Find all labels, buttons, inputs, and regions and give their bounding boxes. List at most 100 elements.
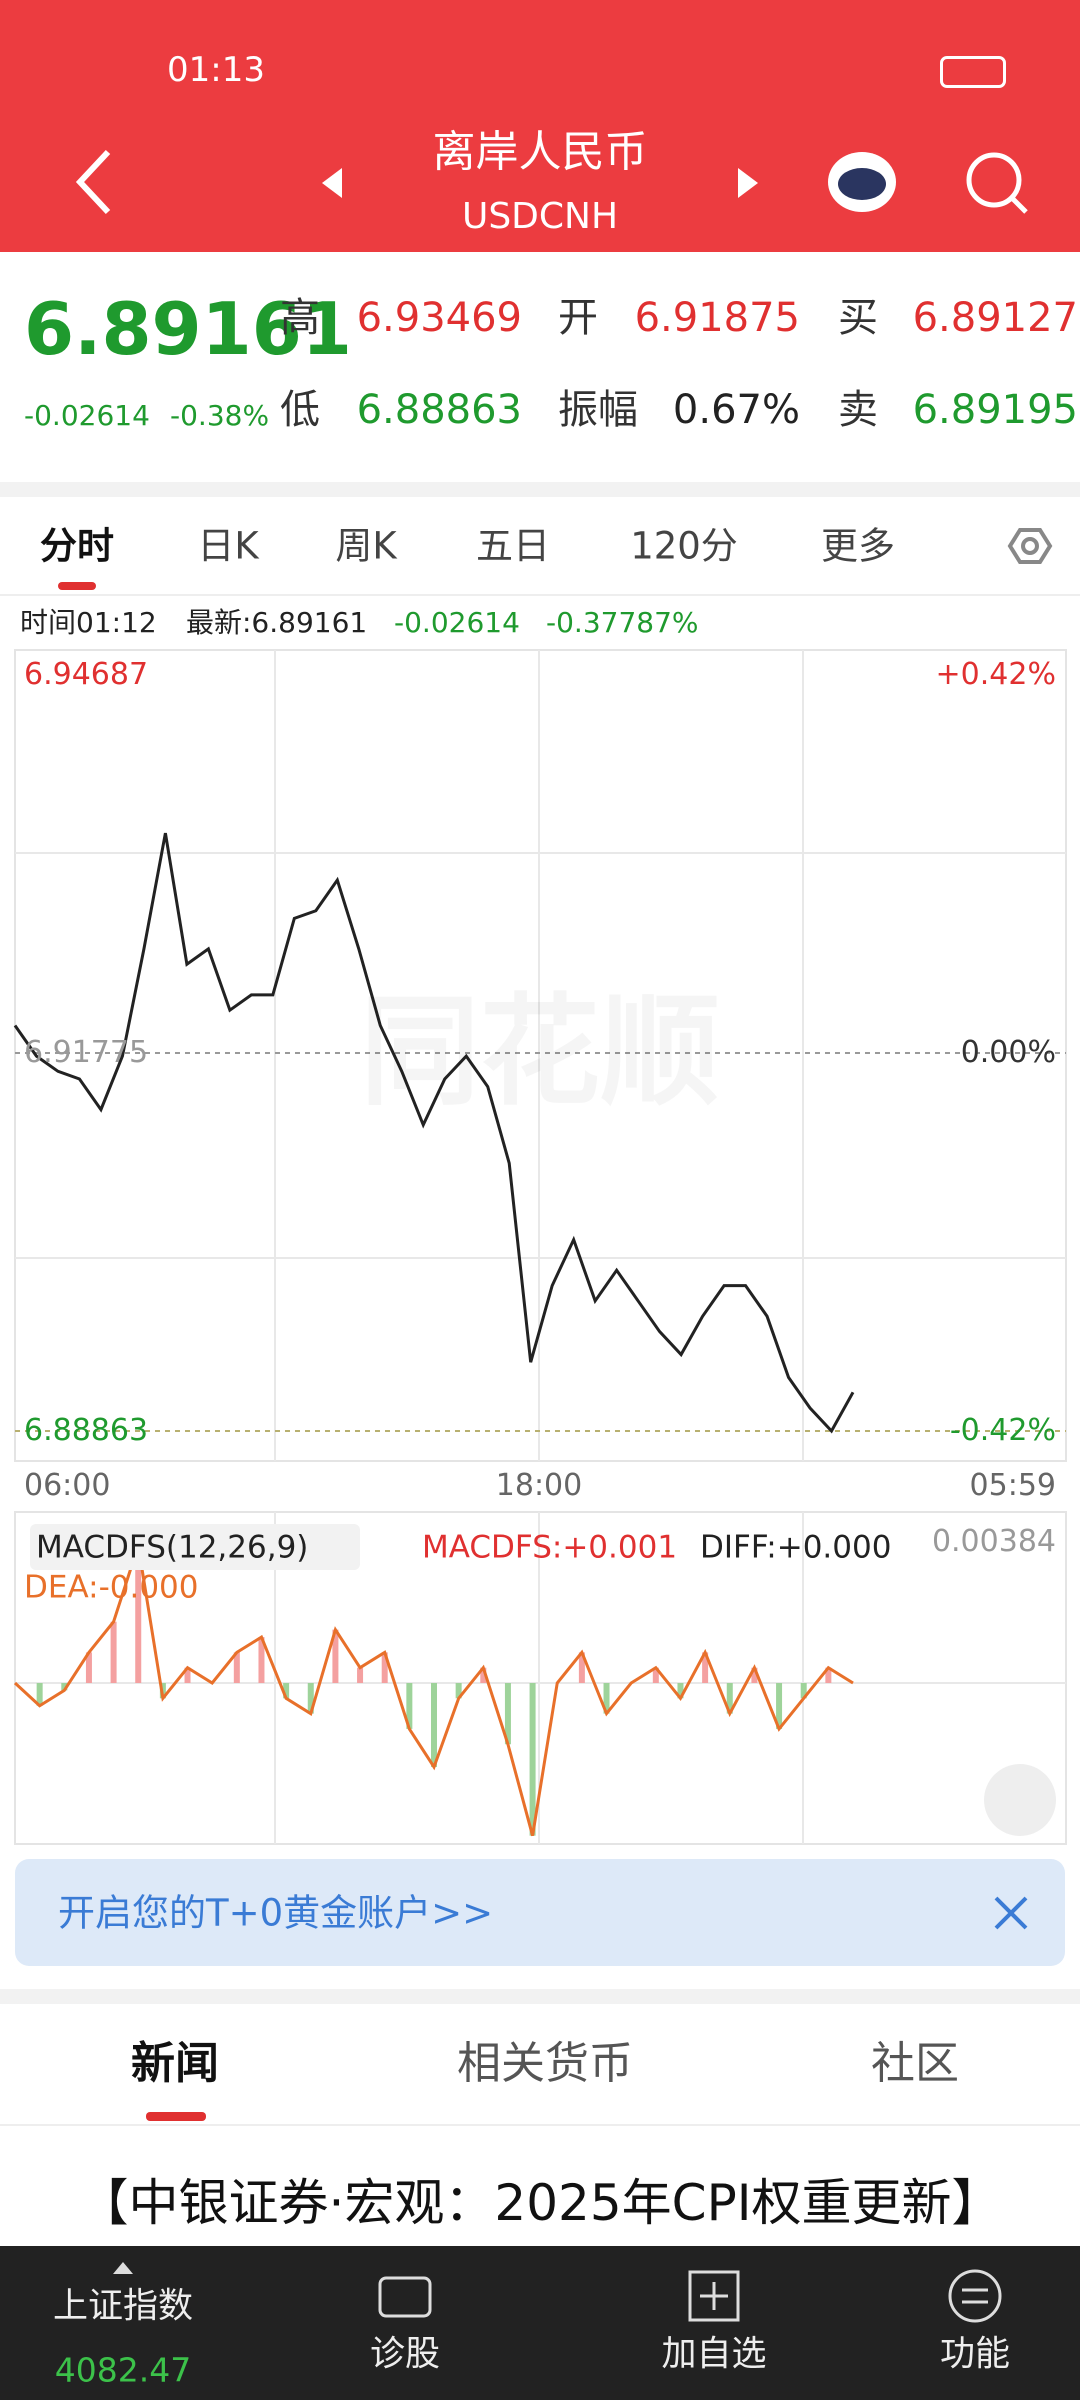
macd-bar <box>357 1667 364 1683</box>
macd-bar <box>800 1683 807 1699</box>
macd-bar <box>776 1683 783 1729</box>
robot-face <box>838 168 886 200</box>
banner-text: 开启您的T+0黄金账户>> <box>58 1891 494 1935</box>
news-border <box>0 2124 1080 2126</box>
macd-bar <box>578 1652 585 1683</box>
index-name[interactable]: 上证指数 <box>52 2286 194 2327</box>
macd-bar <box>431 1683 437 1767</box>
macd-bar <box>603 1683 610 1714</box>
price-frame <box>14 649 1067 1462</box>
tab-underline <box>58 582 96 590</box>
tab[interactable]: 五日 <box>476 524 550 568</box>
nav-item[interactable]: 诊股 <box>369 2334 441 2375</box>
news-tab[interactable]: 新闻 <box>131 2038 219 2089</box>
banner-close[interactable] <box>0 0 1080 2000</box>
change-pct: -0.38% <box>170 399 270 432</box>
prev-button[interactable] <box>322 168 342 198</box>
separator <box>0 1989 1080 2004</box>
macd-bar <box>110 1621 117 1683</box>
price-line <box>13 832 855 1434</box>
macd-bar <box>504 1683 511 1745</box>
right-label: +0.42% <box>935 657 1056 692</box>
field-value: 6.89195 <box>912 387 1078 433</box>
macd-diff: DIFF:+0.000 <box>700 1529 892 1566</box>
field-label: 卖 <box>838 387 878 433</box>
info-time: 时间01:12 <box>20 606 157 639</box>
tab[interactable]: 周K <box>335 524 397 568</box>
news-tab[interactable]: 社区 <box>871 2038 959 2089</box>
index-value: 4082.47 <box>54 2350 192 2390</box>
macd-bar <box>85 1652 92 1683</box>
macd-line <box>13 1545 854 1837</box>
field-label: 高 <box>280 295 320 341</box>
macd-bar <box>258 1637 265 1683</box>
header-code: USDCNH <box>461 196 619 237</box>
macd-bar <box>135 1545 142 1683</box>
headline[interactable]: 【中银证券·宏观：2025年CPI权重更新】 <box>78 2174 1002 2232</box>
field-value: 6.93469 <box>356 295 522 341</box>
banner[interactable] <box>15 1859 1065 1966</box>
field-value: 0.67% <box>672 387 800 433</box>
macd-bar <box>406 1683 413 1729</box>
macd-bar <box>702 1652 709 1683</box>
macd-bar <box>61 1683 68 1691</box>
indicator-select[interactable] <box>30 1524 360 1570</box>
back-button[interactable] <box>75 149 111 215</box>
macd-bar <box>751 1667 758 1683</box>
header-bar <box>0 0 1080 252</box>
bottom-nav <box>0 2246 1080 2400</box>
news-underline <box>146 2112 206 2121</box>
field-label: 买 <box>838 295 878 341</box>
next-button[interactable] <box>738 168 758 198</box>
header-icons <box>75 149 1028 215</box>
macd-bar <box>480 1667 487 1683</box>
field-value: 6.89127 <box>912 295 1078 341</box>
macd-top-label: 0.00384 <box>931 1524 1056 1559</box>
macd-bar <box>233 1652 240 1683</box>
field-value: 6.91875 <box>634 295 800 341</box>
nav-item[interactable]: 功能 <box>939 2334 1011 2375</box>
news-tab[interactable]: 相关货币 <box>457 2038 633 2089</box>
macd-bar <box>332 1629 339 1683</box>
price-grid <box>15 650 1066 1461</box>
right-label: 0.00% <box>960 1035 1056 1070</box>
macd-bar <box>825 1667 832 1683</box>
macd-dea: DEA:-0.000 <box>24 1569 199 1606</box>
y-tick-label: 6.88863 <box>24 1413 149 1448</box>
macd-indicator: MACDFS(12,26,9) <box>36 1529 309 1566</box>
settings-icon[interactable] <box>0 0 1080 600</box>
header-title: 离岸人民币 <box>432 127 648 178</box>
tab-border <box>0 594 1080 596</box>
search-button[interactable] <box>966 152 1022 208</box>
x-tick-label: 06:00 <box>24 1468 111 1503</box>
field-value: 6.88863 <box>356 387 522 433</box>
status-time: 01:13 <box>167 50 265 90</box>
tab[interactable]: 分时 <box>40 524 114 568</box>
tab[interactable]: 更多 <box>821 524 895 568</box>
macd-bar <box>652 1667 659 1683</box>
x-tick-label: 18:00 <box>495 1468 583 1503</box>
macd-bar <box>184 1667 191 1683</box>
macd-bar <box>307 1683 314 1714</box>
info-latest: 最新:6.89161 <box>186 606 368 639</box>
tab[interactable]: 日K <box>197 524 259 568</box>
macd-bar <box>455 1683 462 1699</box>
watermark: 同花顺 <box>360 993 720 1113</box>
macd-frame <box>14 1511 1067 1845</box>
price: 6.89161 <box>24 287 352 371</box>
macd-bar <box>726 1683 733 1714</box>
y-tick-label: 6.94687 <box>24 657 149 692</box>
macd-bar <box>381 1652 388 1683</box>
change: -0.02614 <box>24 399 150 432</box>
battery-icon <box>940 56 1006 88</box>
field-label: 低 <box>280 387 320 433</box>
fullscreen-button[interactable] <box>984 1764 1056 1836</box>
x-tick-label: 05:59 <box>969 1468 1056 1503</box>
separator <box>0 482 1080 497</box>
tab[interactable]: 120分 <box>630 524 738 568</box>
info-pct: -0.37787% <box>546 606 699 639</box>
macd-bar <box>677 1683 684 1699</box>
macd-macdfs: MACDFS:+0.001 <box>422 1529 678 1566</box>
nav-item[interactable]: 加自选 <box>661 2334 767 2375</box>
